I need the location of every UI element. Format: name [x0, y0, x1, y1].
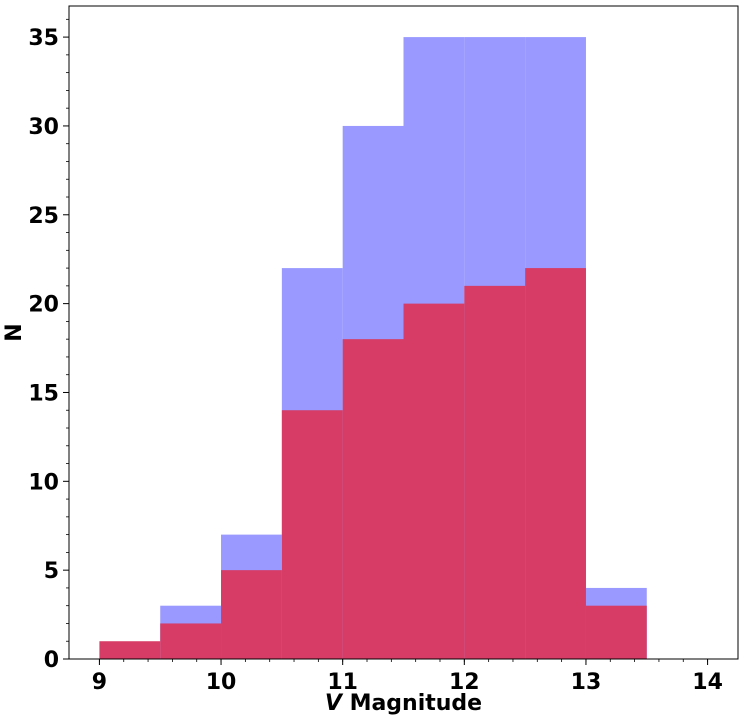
x-axis-label-rest: Magnitude	[342, 691, 482, 716]
plot-frame	[68, 5, 739, 660]
y-tick-label: 25	[28, 204, 59, 229]
y-axis-label: N	[2, 323, 27, 341]
bars-layer	[99, 37, 647, 660]
series-2-bar	[281, 410, 343, 659]
y-tick-label: 10	[28, 470, 59, 495]
y-tick-label: 30	[28, 115, 59, 140]
x-tick-label: 11	[327, 670, 358, 695]
y-tick-label: 35	[28, 26, 59, 51]
y-tick-label: 0	[44, 648, 59, 673]
x-axis-label: V Magnitude	[325, 691, 482, 716]
series-2-bar	[403, 303, 465, 659]
x-tick-label: 14	[692, 670, 723, 695]
x-tick-label: 9	[92, 670, 107, 695]
x-axis-ticks: 9 10 11 12 13 14	[92, 659, 723, 695]
y-tick-label: 20	[28, 293, 59, 318]
x-tick-label: 12	[449, 670, 480, 695]
series-2-bar	[525, 268, 586, 659]
series-2-bar	[585, 605, 647, 659]
series-2-bar	[221, 570, 282, 659]
x-tick-label: 10	[206, 670, 237, 695]
series-2-bar	[99, 641, 161, 659]
y-tick-label: 15	[28, 381, 59, 406]
y-axis-ticks: 0 5 10 15 20 25 30 35	[28, 18, 69, 673]
series-2-bar	[464, 285, 526, 659]
y-tick-label: 5	[44, 559, 59, 584]
x-axis-label-italic: V	[325, 691, 344, 716]
x-tick-label: 13	[571, 670, 602, 695]
series-2-bar	[160, 623, 222, 659]
series-2-bar	[342, 339, 404, 659]
